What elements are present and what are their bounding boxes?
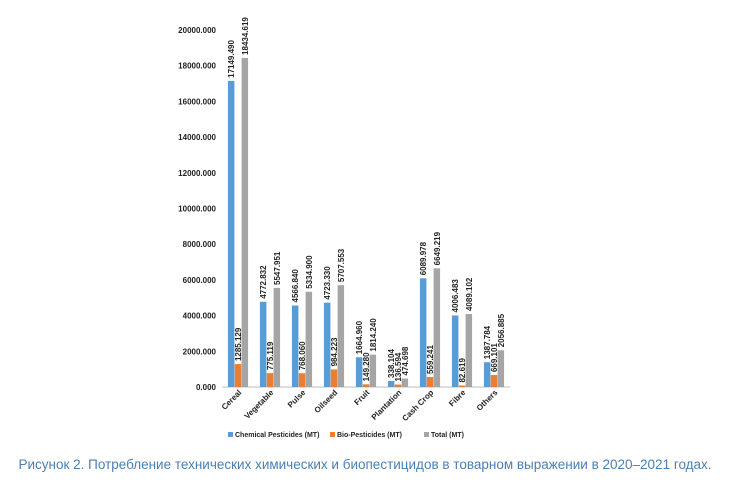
x-tick-label: Plantation — [370, 388, 404, 422]
y-tick-label: 10000.000 — [178, 205, 216, 214]
x-tick-label: Fibre — [447, 388, 468, 409]
data-label: 768.060 — [298, 341, 307, 370]
bar — [490, 375, 498, 387]
data-label: 149.280 — [362, 352, 371, 381]
bar — [259, 301, 267, 387]
data-label: 669.101 — [490, 343, 499, 372]
bar — [291, 305, 299, 387]
data-label: 1387.784 — [483, 325, 492, 359]
bar — [241, 57, 249, 388]
bar — [305, 291, 313, 387]
bar — [330, 369, 338, 387]
bar — [401, 378, 409, 387]
data-label: 5707.553 — [337, 248, 346, 282]
bar — [451, 315, 459, 387]
data-label: 1664.960 — [355, 320, 364, 354]
figure-caption: Рисунок 2. Потребление технических химич… — [18, 457, 712, 472]
y-tick-label: 16000.000 — [178, 97, 216, 106]
legend-label: Total (MT) — [431, 432, 464, 439]
x-tick-label: Pulse — [286, 388, 308, 410]
bar — [394, 384, 402, 387]
y-tick-label: 14000.000 — [178, 133, 216, 142]
data-label: 4772.832 — [259, 265, 268, 299]
data-label: 338.104 — [387, 348, 396, 377]
bar — [273, 287, 281, 387]
bar — [433, 268, 441, 387]
y-tick-label: 0.000 — [196, 383, 217, 392]
bar — [458, 385, 466, 387]
bar — [323, 302, 331, 387]
data-label: 5547.951 — [273, 251, 282, 285]
x-tick-label: Oilseed — [313, 388, 340, 415]
x-tick-label: Cereal — [220, 388, 244, 412]
y-tick-label: 6000.000 — [183, 276, 217, 285]
bar — [419, 278, 427, 387]
data-label: 4006.483 — [451, 279, 460, 313]
bar — [337, 285, 345, 387]
legend-label: Bio-Pesticides (MT) — [337, 432, 402, 439]
bar — [234, 364, 242, 387]
x-tick-label: Fruit — [352, 388, 371, 407]
x-tick-label: Cash Crop — [400, 388, 435, 423]
y-tick-label: 12000.000 — [178, 169, 216, 178]
data-label: 4566.840 — [291, 269, 300, 303]
bar — [426, 377, 434, 387]
data-label: 6649.219 — [433, 231, 442, 265]
data-label: 2056.885 — [497, 313, 506, 347]
data-label: 6089.978 — [419, 241, 428, 275]
legend-label: Chemical Pesticides (MT) — [235, 432, 319, 439]
y-tick-label: 20000.000 — [178, 26, 216, 35]
chart: 0.000 2000.000 4000.000 6000.000 8000.000 100… — [178, 17, 510, 439]
bar — [497, 350, 505, 387]
data-label: 474.698 — [401, 346, 410, 375]
data-label: 775.119 — [266, 341, 275, 370]
bar — [369, 354, 377, 387]
data-label: 4089.102 — [465, 277, 474, 311]
data-label: 1814.240 — [369, 318, 378, 352]
legend-swatch — [330, 432, 335, 437]
data-label: 136.594 — [394, 352, 403, 381]
bar — [465, 314, 473, 387]
y-tick-label: 4000.000 — [183, 312, 217, 321]
bar — [483, 362, 491, 387]
data-label: 5334.900 — [305, 255, 314, 289]
data-label: 559.241 — [426, 345, 435, 374]
y-tick-label: 8000.000 — [183, 240, 217, 249]
bar — [387, 380, 395, 387]
bar — [362, 384, 370, 387]
data-label: 82.619 — [458, 358, 467, 383]
y-tick-label: 18000.000 — [178, 62, 216, 71]
bar — [355, 357, 363, 387]
data-label: 984.223 — [330, 337, 339, 366]
x-tick-label: Vegetable — [243, 388, 276, 421]
x-tick-label: Others — [475, 388, 500, 413]
bar — [298, 373, 306, 387]
data-label: 18434.619 — [241, 17, 250, 55]
data-label: 1285.129 — [234, 327, 243, 361]
data-label: 4723.330 — [323, 266, 332, 300]
data-label: 17149.490 — [227, 40, 236, 78]
legend-swatch — [228, 432, 233, 437]
bar — [266, 373, 274, 387]
bar — [227, 80, 235, 388]
y-tick-label: 2000.000 — [183, 347, 217, 356]
legend-swatch — [424, 432, 429, 437]
